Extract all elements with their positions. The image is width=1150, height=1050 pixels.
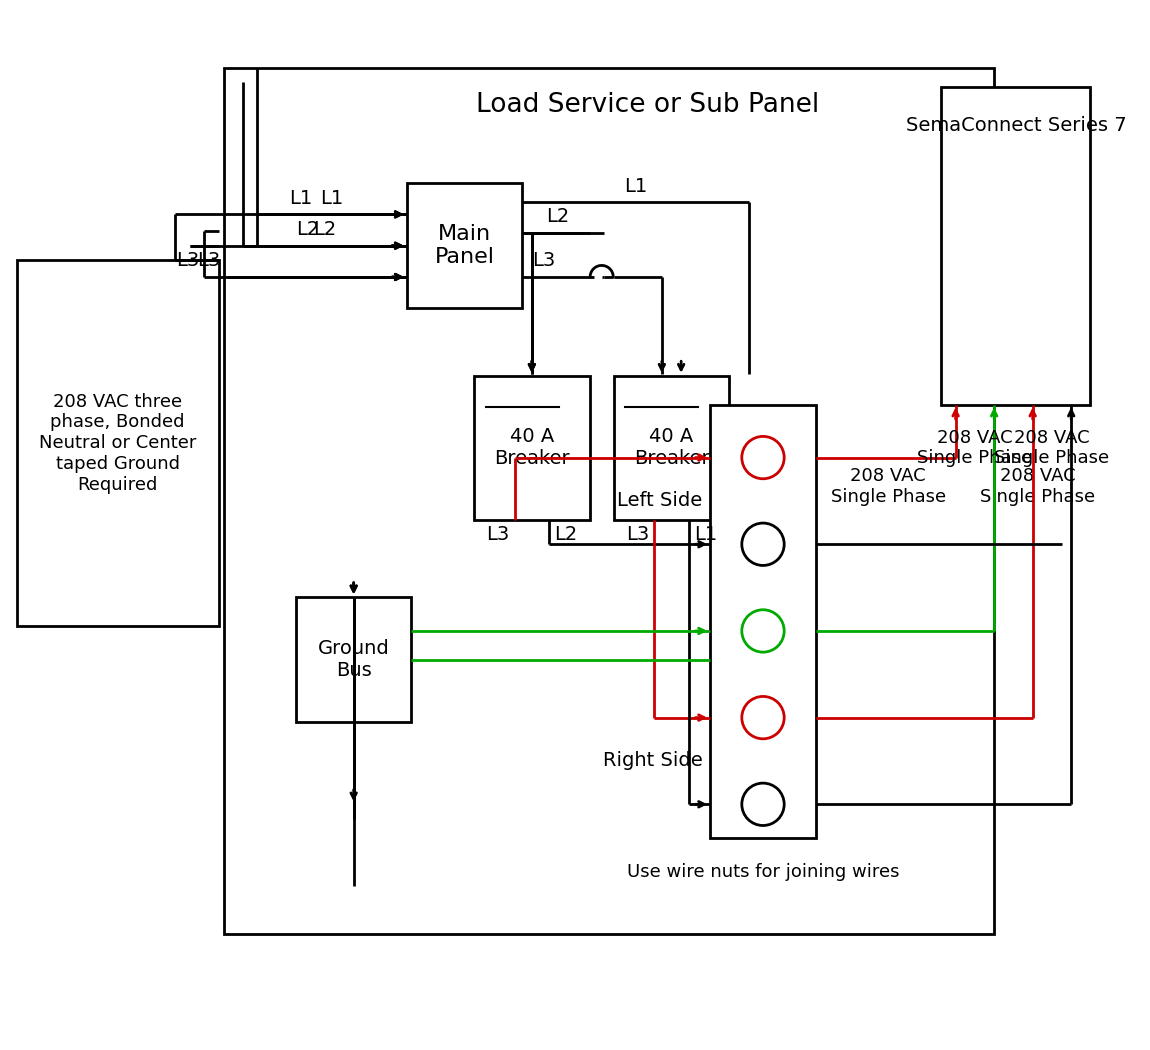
Text: L2: L2 [554,525,577,544]
Circle shape [742,437,784,479]
Text: Load Service or Sub Panel: Load Service or Sub Panel [476,91,819,118]
Text: Use wire nuts for joining wires: Use wire nuts for joining wires [627,863,899,881]
Text: 208 VAC
Single Phase: 208 VAC Single Phase [830,467,945,506]
Text: L2: L2 [297,219,320,239]
Text: 208 VAC three
phase, Bonded
Neutral or Center
taped Ground
Required: 208 VAC three phase, Bonded Neutral or C… [39,393,197,493]
Text: L3: L3 [486,525,509,544]
Text: 208 VAC
Single Phase: 208 VAC Single Phase [918,428,1033,467]
Circle shape [742,696,784,739]
Text: L3: L3 [626,525,650,544]
Bar [296,597,412,722]
Circle shape [742,610,784,652]
Bar [474,376,590,520]
Circle shape [742,783,784,825]
Bar [710,404,816,838]
Text: L2: L2 [546,208,569,227]
Text: L3: L3 [176,251,200,270]
Text: L1: L1 [623,176,647,195]
Text: 208 VAC
Single Phase: 208 VAC Single Phase [995,428,1110,467]
Text: L1: L1 [321,189,344,208]
Text: SemaConnect Series 7: SemaConnect Series 7 [905,116,1126,134]
Text: L3: L3 [531,251,555,270]
Text: L1: L1 [693,525,716,544]
Text: Main
Panel: Main Panel [435,224,494,268]
Text: Ground
Bus: Ground Bus [317,639,390,680]
Bar [614,376,729,520]
Text: Left Side: Left Side [618,491,703,510]
Text: L1: L1 [289,189,313,208]
Text: 40 A
Breaker: 40 A Breaker [494,427,569,468]
Bar [941,87,1090,404]
Bar [407,183,522,309]
Circle shape [742,523,784,566]
Text: 40 A
Breaker: 40 A Breaker [634,427,710,468]
Text: L2: L2 [313,219,337,239]
Text: L3: L3 [198,251,221,270]
Text: Right Side: Right Side [603,752,703,771]
Text: 208 VAC
Single Phase: 208 VAC Single Phase [980,467,1095,506]
Bar [223,67,994,935]
Bar [16,260,218,626]
